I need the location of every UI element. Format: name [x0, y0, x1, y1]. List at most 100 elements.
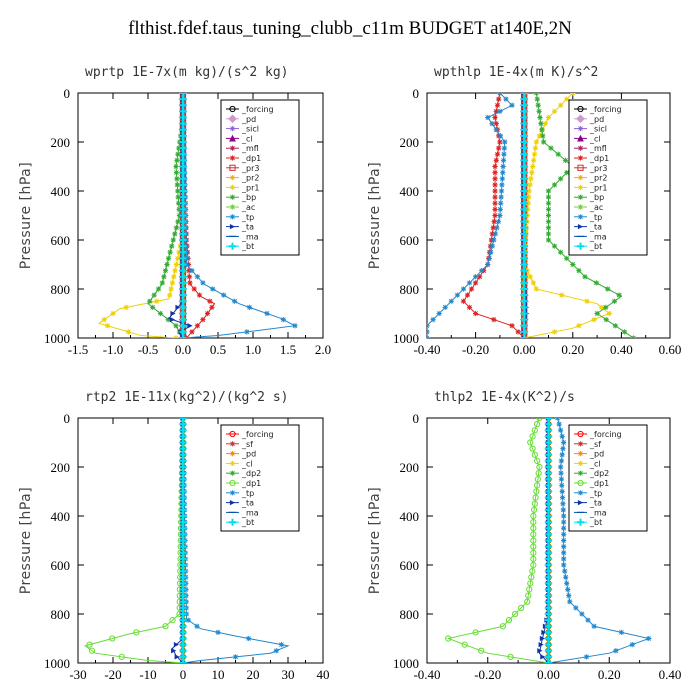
data-point	[564, 170, 570, 176]
data-point	[464, 292, 471, 298]
data-point	[179, 622, 187, 630]
data-point	[583, 654, 590, 660]
data-point	[559, 495, 566, 501]
data-point	[179, 641, 187, 649]
data-point	[498, 188, 505, 194]
data-point	[500, 163, 506, 170]
data-point	[525, 206, 531, 212]
legend-entry: _forcing	[226, 105, 274, 114]
data-point	[179, 297, 187, 305]
legend-entry: _dp1	[574, 154, 609, 163]
data-point	[86, 641, 93, 648]
data-point	[561, 531, 567, 537]
data-point	[461, 641, 468, 648]
legend-entry: _bp	[226, 193, 256, 202]
data-point	[473, 280, 479, 286]
data-point	[603, 304, 609, 310]
legend-entry: _bt	[574, 518, 602, 527]
data-point	[460, 298, 467, 304]
data-point	[104, 323, 110, 329]
legend-entry: _bt	[226, 518, 254, 527]
data-point	[110, 310, 116, 317]
legend-label: _tp	[589, 213, 602, 222]
data-point	[491, 237, 497, 243]
series-line	[446, 418, 549, 663]
data-point	[468, 286, 475, 292]
data-point	[150, 304, 156, 310]
data-point	[179, 120, 187, 128]
legend-entry: _ac	[226, 203, 255, 212]
data-point	[520, 156, 528, 164]
legend-marker	[576, 242, 585, 250]
data-point	[174, 654, 180, 660]
data-point	[176, 206, 182, 212]
legend-label: _bt	[589, 518, 602, 527]
legend-label: _pr1	[589, 183, 607, 192]
legend-marker	[577, 145, 584, 151]
x-tick-label: -1.5	[68, 342, 89, 357]
data-point	[558, 464, 564, 470]
data-point	[527, 182, 533, 188]
legend-label: _forcing	[589, 430, 622, 439]
data-point	[579, 611, 585, 617]
data-point	[179, 567, 187, 575]
data-point	[605, 286, 611, 292]
legend-marker	[229, 155, 236, 161]
legend-label: _ta	[241, 499, 254, 508]
data-point	[556, 421, 562, 427]
data-point	[147, 298, 153, 304]
data-point	[179, 211, 187, 220]
data-point	[560, 507, 566, 513]
data-point	[509, 102, 515, 108]
data-point	[561, 525, 567, 531]
data-point	[492, 206, 498, 212]
legend-marker	[576, 114, 585, 124]
data-point	[505, 617, 513, 624]
data-point	[525, 200, 531, 206]
data-point	[545, 206, 552, 212]
data-point	[179, 432, 187, 440]
legend-entry: _ta	[226, 499, 254, 508]
data-point	[170, 237, 176, 243]
data-point	[501, 151, 507, 157]
x-tick-label: 40	[317, 667, 330, 682]
legend-marker	[577, 224, 584, 230]
data-point	[179, 291, 187, 299]
data-point	[179, 457, 187, 465]
chart-panel-1: wprtp 1E-7x(m kg)/(s^2 kg) Pressure [hPa]…	[18, 65, 331, 357]
data-point	[520, 126, 528, 134]
y-tick-label: 400	[400, 509, 420, 524]
legend-entry: _forcing	[226, 430, 274, 439]
figure-title: flthist.fdef.taus_tuning_clubb_c11m BUDG…	[128, 18, 572, 39]
legend-entry: _tp	[574, 213, 602, 222]
legend-entry: _pr3	[574, 164, 607, 173]
y-tick-label: 200	[51, 460, 71, 475]
data-point	[179, 113, 187, 122]
x-tick-label: 30	[282, 667, 295, 682]
data-point	[544, 426, 553, 434]
data-point	[563, 574, 569, 580]
y-tick-label: 800	[400, 282, 420, 297]
legend-entry: _cl	[226, 459, 253, 468]
data-point	[558, 427, 564, 433]
data-point	[179, 598, 187, 606]
data-point	[497, 139, 503, 145]
y-tick-label: 1000	[44, 331, 70, 346]
data-point	[173, 225, 179, 231]
legend-label: _ma	[241, 232, 259, 241]
legend-marker	[229, 224, 236, 230]
legend-marker	[577, 105, 584, 113]
data-point	[629, 642, 635, 648]
data-point	[544, 634, 553, 643]
series-bt	[520, 93, 528, 338]
data-point	[179, 181, 187, 189]
legend-marker	[229, 479, 236, 487]
data-point	[179, 93, 187, 97]
legend-entry: _tp	[226, 213, 254, 222]
data-point	[280, 317, 286, 323]
series-group	[445, 418, 652, 663]
legend-entry: _tp	[226, 489, 254, 498]
legend-entry: _forcing	[574, 105, 622, 114]
x-tick-label: -1.0	[103, 342, 124, 357]
data-point	[179, 616, 187, 624]
